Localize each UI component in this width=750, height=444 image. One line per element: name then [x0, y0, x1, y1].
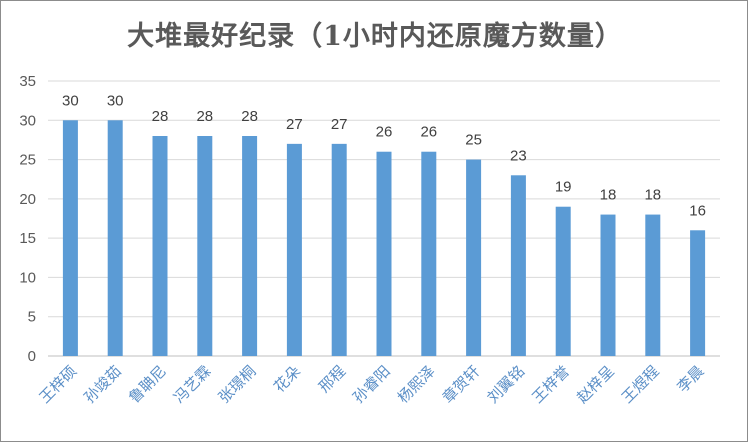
y-tick-label: 30 [19, 112, 36, 129]
bar [152, 136, 168, 356]
data-label: 28 [241, 108, 258, 125]
bar [107, 120, 123, 357]
category-label: 章贺轩 [439, 362, 484, 407]
category-label: 杨熙泽 [394, 362, 439, 407]
data-label: 19 [555, 179, 572, 196]
category-label: 王梓誉 [528, 362, 573, 407]
bar [62, 120, 78, 357]
bar [690, 230, 706, 356]
y-tick-label: 15 [19, 230, 36, 247]
category-label: 冯艺霖 [170, 362, 215, 407]
chart-title: 大堆最好纪录（1小时内还原魔方数量） [127, 21, 623, 52]
bar [242, 136, 258, 356]
category-label: 赵梓呈 [573, 362, 618, 407]
y-tick-label: 35 [19, 73, 36, 90]
data-label: 27 [286, 116, 303, 133]
y-tick-label: 10 [19, 269, 36, 286]
bar [510, 175, 526, 356]
bar [286, 143, 302, 356]
y-tick-label: 20 [19, 191, 36, 208]
category-label: 王梓硕 [36, 362, 81, 407]
data-label: 16 [689, 202, 706, 219]
bar [376, 151, 392, 356]
data-label: 27 [331, 116, 348, 133]
bars [62, 120, 706, 357]
data-label: 26 [420, 124, 437, 141]
bar [197, 136, 213, 356]
category-label: 花朵 [270, 362, 304, 396]
y-tick-label: 25 [19, 152, 36, 169]
bar [555, 206, 571, 356]
data-labels: 30 30 28 28 28 27 27 26 26 25 23 19 18 18 16 [62, 92, 706, 219]
data-label: 23 [510, 147, 527, 164]
bar [466, 159, 482, 356]
category-label: 孙睿阳 [349, 362, 394, 407]
category-label: 李晨 [673, 362, 707, 396]
category-label: 刘翼铭 [484, 362, 529, 407]
data-label: 25 [465, 132, 482, 149]
bar [645, 214, 661, 356]
data-label: 28 [196, 108, 213, 125]
data-label: 18 [644, 187, 661, 204]
bar [331, 143, 347, 356]
data-label: 28 [152, 108, 169, 125]
y-axis-ticks: 0 5 10 15 20 25 30 35 [19, 73, 36, 365]
bar [421, 151, 437, 356]
category-label: 邢程 [315, 362, 349, 396]
y-tick-label: 0 [28, 348, 36, 365]
category-label: 孙竣茹 [80, 362, 125, 407]
y-tick-label: 5 [28, 309, 36, 326]
category-label: 张璟桐 [215, 362, 260, 407]
data-label: 30 [107, 92, 124, 109]
data-label: 18 [600, 187, 617, 204]
category-label: 鲁聃尼 [125, 362, 170, 407]
category-label: 王煜程 [618, 362, 663, 407]
data-label: 30 [62, 92, 79, 109]
data-label: 26 [376, 124, 393, 141]
category-labels: 王梓硕 孙竣茹 鲁聃尼 冯艺霖 张璟桐 花朵 邢程 孙睿阳 杨熙泽 章贺轩 刘翼铭 王梓誉 赵梓呈 王煜程… [36, 362, 708, 407]
bar [600, 214, 616, 356]
